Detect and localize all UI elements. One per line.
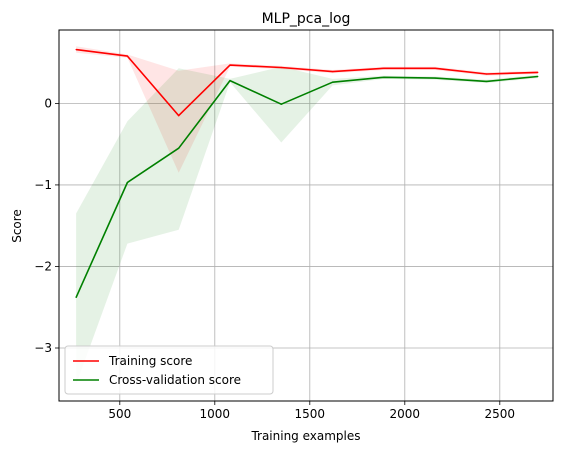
training-score-point [383, 67, 385, 69]
y-tick-label: 0 [44, 96, 52, 110]
y-tick-label: −1 [34, 178, 52, 192]
training-score-point [434, 67, 436, 69]
cross-validation-score-point [75, 296, 77, 299]
legend-box [64, 345, 274, 395]
cross-validation-score-point [280, 103, 282, 105]
x-axis-label: Training examples [250, 429, 360, 443]
x-tick-label: 500 [108, 407, 131, 421]
cross-validation-score-line [75, 75, 538, 298]
training-score-point [280, 66, 282, 69]
training-score-line [75, 48, 538, 117]
cross-validation-score-point [537, 75, 539, 78]
x-tick-label: 2500 [485, 407, 516, 421]
training-score-point [126, 55, 128, 57]
line-layer [75, 48, 539, 299]
y-tick-label: −3 [34, 341, 52, 355]
y-tick-label: −2 [34, 259, 52, 273]
x-tick-label: 2000 [390, 407, 421, 421]
band-layer [76, 46, 538, 385]
plot-frame [58, 29, 554, 402]
training-score-point [178, 115, 180, 117]
y-axis-label: Score [10, 209, 24, 243]
x-tick-label: 1000 [200, 407, 231, 421]
cross-validation-score-point [434, 77, 436, 79]
cross-validation-score-point [332, 81, 334, 83]
training-score-point [485, 73, 488, 75]
training-score-point [332, 70, 334, 73]
tick-layer: 500 1000 1500 2000 2500 0 −1 −2 −3 [34, 96, 515, 421]
training-score-point [75, 48, 77, 51]
cross-validation-score-point [383, 76, 385, 78]
cross-validation-score-point [485, 80, 488, 82]
chart-title: MLP_pca_log [262, 11, 351, 27]
legend-label-training: Training score [108, 354, 192, 368]
training-score-point [537, 71, 539, 73]
training-score-point [229, 64, 231, 66]
training-score-band [76, 46, 538, 173]
x-tick-label: 1500 [295, 407, 326, 421]
cross-validation-score-point [126, 181, 128, 184]
legend: Training score Cross-validation score [64, 345, 274, 395]
cross-validation-score-point [178, 147, 180, 149]
legend-label-cross-validation: Cross-validation score [109, 373, 241, 387]
cross-validation-score-point [229, 79, 231, 82]
cross-validation-score-band [76, 66, 538, 385]
